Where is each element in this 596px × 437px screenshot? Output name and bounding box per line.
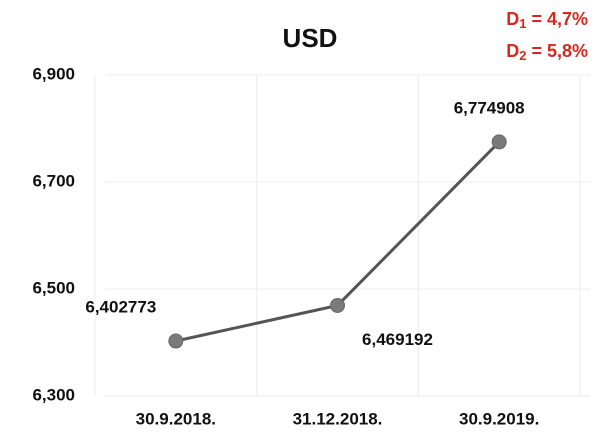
data-label: 6,774908 bbox=[454, 98, 525, 117]
marker bbox=[330, 297, 345, 313]
annotation-text: = 5,8% bbox=[526, 41, 588, 61]
data-label: 6,469192 bbox=[362, 330, 433, 349]
annotation: D1 = 4,7% bbox=[506, 9, 588, 32]
x-tick-label: 30.9.2018. bbox=[136, 409, 216, 428]
y-tick-label: 6,700 bbox=[32, 171, 75, 190]
annotation-text: = 4,7% bbox=[526, 9, 588, 29]
y-tick-label: 6,900 bbox=[32, 64, 75, 83]
annotation-base: D bbox=[506, 9, 519, 29]
marker bbox=[491, 134, 507, 150]
data-label: 6,402773 bbox=[85, 298, 156, 317]
y-tick-label: 6,300 bbox=[32, 385, 75, 404]
annotation-sub: 2 bbox=[519, 48, 526, 63]
x-tick-label: 30.9.2019. bbox=[459, 409, 539, 428]
chart-title: USD bbox=[283, 23, 338, 53]
annotation-sub: 1 bbox=[519, 16, 526, 31]
annotation-base: D bbox=[506, 41, 519, 61]
annotation: D2 = 5,8% bbox=[506, 41, 588, 64]
x-tick-label: 31.12.2018. bbox=[293, 409, 383, 428]
marker bbox=[168, 333, 184, 349]
y-tick-label: 6,500 bbox=[32, 278, 75, 297]
